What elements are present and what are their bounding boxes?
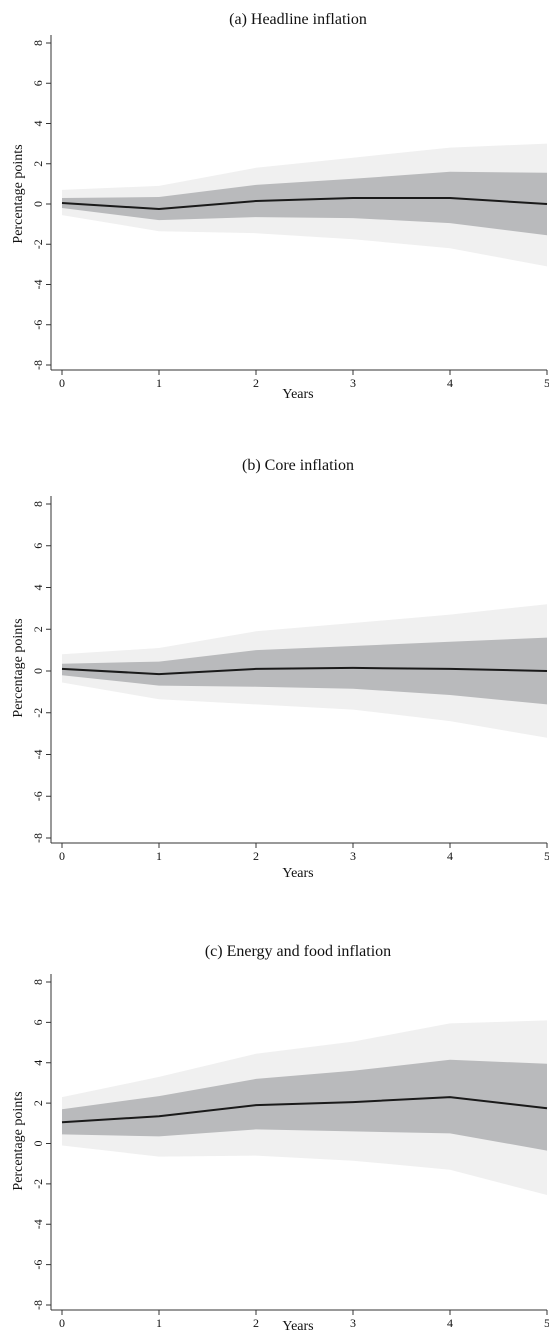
inner-confidence-band (62, 171, 547, 236)
x-tick-label: 2 (253, 1316, 259, 1330)
chart-title: (c) Energy and food inflation (205, 943, 391, 960)
x-tick-label: 3 (350, 1316, 356, 1330)
y-tick-label: 4 (31, 121, 45, 127)
chart-title: (b) Core inflation (242, 457, 354, 474)
y-tick-label: -6 (31, 791, 45, 801)
y-tick-label: 8 (31, 501, 45, 507)
y-tick-label: -2 (31, 1179, 45, 1189)
x-axis-label: Years (282, 866, 313, 881)
x-tick-label: 2 (253, 849, 259, 863)
y-tick-label: -4 (31, 280, 45, 290)
x-tick-label: 2 (253, 376, 259, 390)
x-axis-label: Years (282, 387, 313, 402)
inner-confidence-band (62, 1059, 547, 1151)
x-tick-label: 3 (350, 376, 356, 390)
point-estimate-line (61, 197, 548, 211)
y-tick-label: 2 (31, 1100, 45, 1106)
y-axis-label: Percentage points (11, 618, 26, 717)
y-tick-label: 6 (31, 80, 45, 86)
point-estimate-line (61, 666, 548, 676)
y-tick-label: 6 (31, 543, 45, 549)
x-tick-label: 4 (447, 849, 453, 863)
x-axis-label: Years (282, 1319, 313, 1334)
y-tick-label: -8 (31, 1300, 45, 1310)
x-tick-label: 1 (156, 376, 162, 390)
x-tick-label: 5 (544, 376, 549, 390)
y-tick-label: 8 (31, 40, 45, 46)
y-tick-label: -2 (31, 708, 45, 718)
x-tick-label: 4 (447, 1316, 453, 1330)
y-tick-label: 0 (31, 668, 45, 674)
x-tick-label: 0 (59, 849, 65, 863)
chart-title: (a) Headline inflation (229, 11, 367, 28)
x-tick-label: 5 (544, 849, 549, 863)
panel-energy-food-inflation: (c) Energy and food inflation Percentage… (11, 943, 549, 1334)
panel-core-inflation: (b) Core inflation Percentage points Yea… (11, 457, 549, 881)
y-tick-label: 0 (31, 1141, 45, 1147)
y-tick-label: -4 (31, 1219, 45, 1229)
y-tick-label: 4 (31, 1060, 45, 1066)
y-tick-label: 6 (31, 1019, 45, 1025)
y-tick-label: -8 (31, 360, 45, 370)
y-tick-label: 4 (31, 585, 45, 591)
y-tick-label: 2 (31, 626, 45, 632)
y-axis-label: Percentage points (11, 144, 26, 243)
y-tick-label: -8 (31, 833, 45, 843)
point-estimate-line (61, 1096, 548, 1124)
x-tick-label: 1 (156, 1316, 162, 1330)
y-tick-label: -4 (31, 750, 45, 760)
y-tick-label: -6 (31, 320, 45, 330)
y-tick-label: 0 (31, 201, 45, 207)
x-tick-label: 1 (156, 849, 162, 863)
x-tick-label: 3 (350, 849, 356, 863)
panel-headline-inflation: (a) Headline inflation Percentage points… (11, 11, 549, 402)
x-tick-label: 0 (59, 376, 65, 390)
x-tick-label: 5 (544, 1316, 549, 1330)
x-tick-label: 4 (447, 376, 453, 390)
y-tick-label: -2 (31, 239, 45, 249)
x-tick-label: 0 (59, 1316, 65, 1330)
y-axis-label: Percentage points (11, 1091, 26, 1190)
y-tick-label: 8 (31, 979, 45, 985)
y-tick-label: -6 (31, 1260, 45, 1270)
y-tick-label: 2 (31, 161, 45, 167)
inner-confidence-band (62, 637, 547, 705)
